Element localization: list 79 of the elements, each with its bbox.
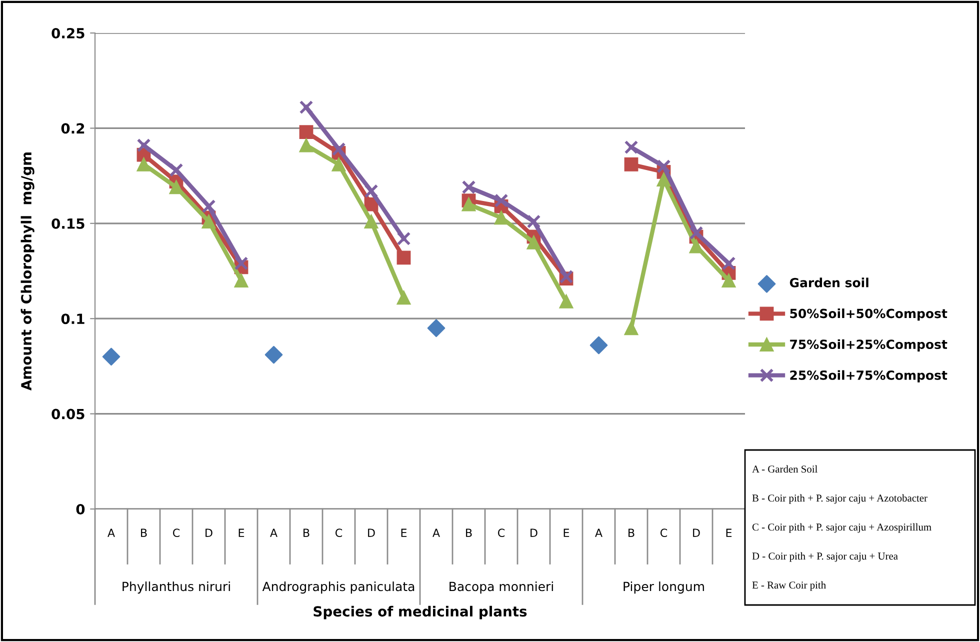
point [526, 214, 541, 228]
point [494, 194, 508, 208]
point [234, 256, 248, 270]
x-tick-label: A [270, 528, 278, 537]
point [299, 100, 314, 114]
x-tick-label: A [432, 528, 440, 537]
legend-label: 25%Soil+75%Compost [790, 370, 948, 382]
x-tick-label: C [172, 528, 180, 538]
x-tick-label: A [108, 528, 115, 537]
legend-label: 75%Soil+25%Compost [790, 339, 948, 352]
point [656, 172, 671, 187]
y-tick-label: 0.2 [61, 123, 84, 134]
point [396, 290, 411, 305]
point [722, 256, 736, 270]
point [462, 180, 476, 194]
point [169, 163, 184, 178]
text: D - Coir pith + P. sajor caju + Urea [752, 552, 898, 562]
x-tick-label: C [660, 528, 668, 538]
x-tick-label: E [726, 528, 732, 537]
point [169, 180, 184, 194]
point [396, 250, 411, 265]
point [299, 125, 314, 139]
x-tick-label: D [693, 528, 700, 537]
point [364, 184, 378, 198]
text: Piper longum [624, 581, 704, 594]
x-tick-label: E [238, 528, 244, 537]
x-tick-label: B [628, 528, 634, 537]
point [234, 274, 248, 288]
x-axis-title: Species of medicinal plants [314, 606, 527, 620]
y-tick-label: 0.1 [61, 314, 84, 324]
text: C - Coir pith + P. sajor caju + Azospirillum [752, 523, 932, 533]
point [526, 235, 541, 250]
point [202, 214, 216, 228]
point [364, 214, 378, 228]
x-tick-label: D [206, 528, 212, 537]
point [462, 197, 476, 212]
point [656, 159, 671, 174]
point [264, 346, 283, 364]
point [136, 157, 151, 172]
x-tick-label: E [564, 528, 570, 537]
point [689, 239, 704, 254]
point [494, 210, 508, 225]
x-tick-label: D [368, 528, 375, 537]
y-tick-label: 0 [76, 504, 85, 514]
x-tick-label: B [304, 528, 310, 537]
point [136, 138, 151, 152]
point [332, 142, 346, 156]
text: E - Raw Coir pith [752, 581, 826, 591]
legend-label: Garden soil [790, 278, 868, 288]
x-tick-label: C [335, 528, 342, 538]
legend-label: 50%Soil+50%Compost [790, 308, 948, 321]
text: A - Garden Soil [752, 465, 818, 473]
text: B - Coir pith + P. sajor caju + Azotobacter [752, 494, 928, 504]
point [102, 348, 120, 366]
y-tick-label: 0.05 [52, 408, 84, 420]
y-axis-title: Amount of Chlorophyll mg/gm [20, 152, 34, 391]
x-tick-label: B [466, 528, 472, 537]
x-tick-label: D [530, 528, 538, 537]
point [559, 294, 574, 308]
x-tick-label: B [141, 528, 147, 537]
text: Bacopa monnieri [450, 581, 553, 594]
x-tick-label: A [595, 528, 602, 537]
y-tick-label: 0.25 [52, 28, 84, 38]
point [624, 157, 638, 172]
point [202, 199, 216, 214]
point [396, 232, 411, 246]
x-tick-label: E [401, 528, 407, 537]
point [299, 138, 314, 152]
text: Andrographis paniculata [262, 581, 414, 594]
point [624, 321, 638, 336]
x-tick-label: C [498, 528, 505, 538]
point [332, 157, 346, 172]
point [689, 226, 704, 240]
point [590, 336, 608, 354]
point [722, 274, 736, 288]
point [427, 319, 446, 338]
y-tick-label: 0.15 [52, 218, 84, 229]
text: Phyllanthus niruri [122, 581, 230, 594]
point [624, 140, 638, 154]
